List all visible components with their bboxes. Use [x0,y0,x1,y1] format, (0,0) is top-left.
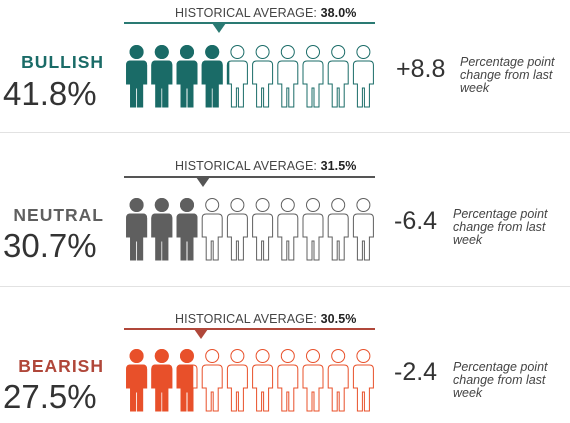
bearish-icon-array [126,349,374,412]
bullish-historical-marker [212,23,227,33]
person-icon [277,198,299,261]
neutral-historical-marker [196,177,211,187]
person-icon [352,349,374,412]
person-icon [277,349,299,412]
bearish-historical-label: HISTORICAL AVERAGE: 30.5% [175,312,357,326]
person-icon [277,45,299,108]
neutral-change-value: -6.4 [394,207,438,235]
person-icon-filled [176,349,194,412]
bullish-percent: 41.8% [3,75,97,112]
panel-divider [0,286,570,287]
person-icon [302,349,324,412]
bearish-change-value: -2.4 [394,358,438,386]
neutral-panel: HISTORICAL AVERAGE: 31.5% NEUTRAL 30.7% … [0,141,570,282]
bearish-percent: 27.5% [3,378,97,415]
bearish-label: BEARISH [18,356,104,376]
bearish-historical-line [124,328,375,330]
neutral-historical-line [124,176,375,178]
person-icon-filled [176,198,198,261]
person-icon-filled [201,45,223,108]
bullish-panel: HISTORICAL AVERAGE: 38.0% BULLISH 41.8% … [0,0,570,141]
bullish-change-value: +8.8 [396,55,446,83]
person-icon-filled [151,349,173,412]
neutral-historical-label: HISTORICAL AVERAGE: 31.5% [175,159,357,173]
person-icon-filled [126,198,148,261]
bearish-change-description: Percentage point change from last week [453,360,548,400]
neutral-label: NEUTRAL [13,205,104,225]
bearish-historical-marker [193,329,208,339]
person-icon-filled [126,349,148,412]
person-icon [302,45,324,108]
person-icon-filled [176,45,198,108]
person-icon [226,198,248,261]
bullish-icon-array [126,45,374,108]
neutral-change-description: Percentage point change from last week [453,207,548,247]
person-icon-filled [226,60,230,85]
bullish-label: BULLISH [21,52,104,72]
neutral-icon-array [126,198,374,261]
bullish-historical-line [124,22,375,24]
person-icon-filled [126,45,148,108]
person-icon [327,198,349,261]
panel-divider [0,132,570,133]
bullish-historical-label: HISTORICAL AVERAGE: 38.0% [175,6,357,20]
person-icon-filled [151,198,173,261]
bearish-panel: HISTORICAL AVERAGE: 30.5% BEARISH 27.5% … [0,282,570,423]
person-icon [201,349,223,412]
person-icon-filled [151,45,173,108]
person-icon [352,198,374,261]
person-icon [302,198,324,261]
person-icon [226,349,248,412]
person-icon [352,45,374,108]
person-icon [252,198,274,261]
bullish-change-description: Percentage point change from last week [460,55,555,95]
person-icon [327,45,349,108]
person-icon [252,45,274,108]
person-icon [252,349,274,412]
neutral-percent: 30.7% [3,227,97,264]
person-icon [226,45,248,108]
person-icon [327,349,349,412]
person-icon [201,198,223,261]
